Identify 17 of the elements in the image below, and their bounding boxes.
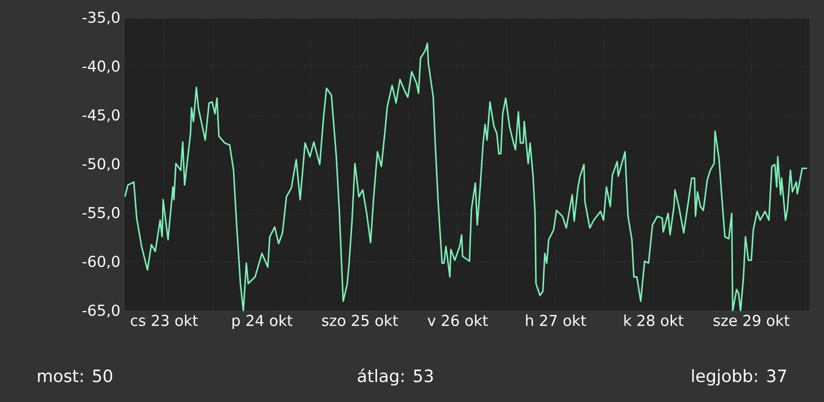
text: legjobb: 37 [692, 369, 786, 386]
x-tick-label: sze 29 okt [714, 314, 790, 326]
text: most: 50 [38, 369, 112, 382]
y-tick-label: -50,0 [82, 158, 120, 171]
y-tick-label: -45,0 [82, 109, 120, 122]
y-tick-label: -65,0 [82, 304, 120, 318]
x-tick-label: p 24 okt [232, 314, 292, 329]
x-tick-label: cs 23 okt [130, 314, 198, 326]
y-tick-label: -40,0 [82, 60, 120, 74]
x-tick-label: szo 25 okt [322, 314, 398, 326]
y-tick-label: -60,0 [82, 256, 120, 269]
x-tick-label: h 27 okt [526, 314, 586, 326]
text: átlag: 53 [358, 368, 433, 386]
y-tick-label: -55,0 [82, 206, 120, 220]
y-tick-label: -35,0 [82, 12, 120, 24]
x-tick-label: k 28 okt [624, 314, 684, 326]
x-tick-label: v 26 okt [428, 314, 488, 326]
